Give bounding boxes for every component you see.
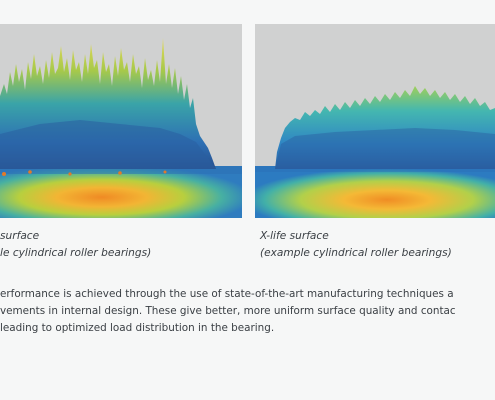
description-line: erformance is achieved through the use o… bbox=[0, 288, 454, 300]
standard-surface-caption-subtitle: le cylindrical roller bearings) bbox=[0, 247, 152, 259]
x-life-surface-caption-title: X-life surface bbox=[260, 230, 329, 242]
x-life-surface-caption-subtitle: (example cylindrical roller bearings) bbox=[260, 247, 452, 259]
x-life-surface-image bbox=[255, 24, 495, 218]
x-life-surface-caption: X-life surface (example cylindrical roll… bbox=[260, 228, 452, 262]
standard-surface-image bbox=[0, 24, 242, 218]
description-line: vements in internal design. These give b… bbox=[0, 305, 456, 318]
description-line: leading to optimized load distribution i… bbox=[0, 322, 275, 335]
standard-surface-caption: surface le cylindrical roller bearings) bbox=[0, 228, 151, 262]
standard-surface-caption-title: surface bbox=[0, 230, 40, 242]
description-paragraph: erformance is achieved through the use o… bbox=[0, 286, 495, 338]
